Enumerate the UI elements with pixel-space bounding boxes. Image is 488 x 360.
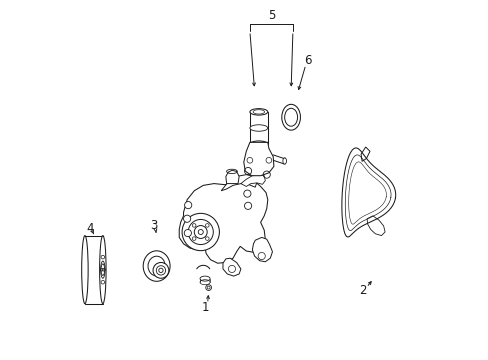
Polygon shape xyxy=(252,237,272,262)
Circle shape xyxy=(153,262,168,278)
Ellipse shape xyxy=(101,264,104,275)
Polygon shape xyxy=(179,180,267,263)
Polygon shape xyxy=(241,174,265,186)
Ellipse shape xyxy=(249,109,267,115)
Polygon shape xyxy=(225,170,239,184)
Ellipse shape xyxy=(249,125,267,131)
Text: 3: 3 xyxy=(150,219,158,233)
Circle shape xyxy=(184,202,191,209)
Polygon shape xyxy=(221,175,257,191)
Ellipse shape xyxy=(100,235,106,304)
Circle shape xyxy=(182,213,219,251)
Text: 1: 1 xyxy=(202,301,209,314)
Circle shape xyxy=(184,229,191,237)
Text: 5: 5 xyxy=(267,9,275,22)
Polygon shape xyxy=(223,258,241,276)
Text: 4: 4 xyxy=(86,222,94,235)
Circle shape xyxy=(244,202,251,210)
Text: 6: 6 xyxy=(304,54,311,67)
Text: 2: 2 xyxy=(358,284,366,297)
Ellipse shape xyxy=(249,141,267,147)
Circle shape xyxy=(244,190,250,197)
Circle shape xyxy=(183,215,190,222)
Polygon shape xyxy=(244,142,273,176)
